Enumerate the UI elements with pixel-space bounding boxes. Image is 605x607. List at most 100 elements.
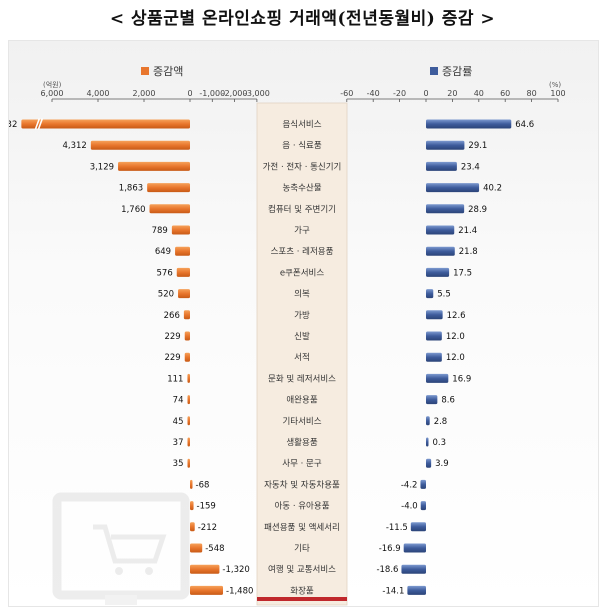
amount-bar: [184, 352, 190, 362]
rate-value-label: 3.9: [435, 459, 449, 469]
amount-bar: [147, 183, 190, 193]
amount-value-label: 35: [173, 459, 184, 469]
amount-value-label: 4,312: [62, 141, 86, 151]
left-axis-tick-label: -2,000: [222, 89, 248, 98]
amount-value-label: 266: [164, 311, 180, 321]
legend-label-amount: 증감액: [153, 65, 183, 78]
amount-value-label: 37: [173, 438, 184, 448]
rate-value-label: 12.0: [446, 353, 465, 363]
amount-bar: [187, 416, 190, 426]
rate-bar: [426, 225, 455, 235]
chart-svg: 6,000 4,000 2,000 0 -1,000-2,000-3,000 (억원) -6…: [9, 65, 566, 606]
rate-value-label: -11.5: [386, 523, 408, 533]
rate-bar: [426, 246, 455, 256]
rate-value-label: -16.9: [379, 544, 401, 554]
amount-bar: [187, 373, 190, 383]
category-column-accent: [257, 597, 347, 601]
right-axis-tick-label: 40: [474, 89, 484, 98]
rate-bar: [426, 395, 438, 405]
category-label: 가전 · 전자 · 통신기기: [263, 161, 342, 172]
amount-value-label: 74: [173, 396, 184, 406]
rate-bar: [426, 161, 457, 171]
category-label: 사무 · 문구: [282, 459, 322, 469]
category-label: 기타: [294, 544, 310, 554]
amount-value-label: -68: [196, 480, 210, 490]
category-label: 의복: [294, 289, 310, 300]
rate-value-label: -4.2: [401, 480, 418, 490]
category-label: 가구: [294, 226, 310, 236]
rate-bar: [426, 204, 465, 214]
category-label: 가방: [294, 310, 310, 321]
rate-bar: [420, 501, 426, 511]
category-label: 농축수산물: [282, 183, 321, 194]
amount-value-label: -1,320: [222, 565, 249, 575]
left-axis-tick-label: 6,000: [41, 89, 64, 98]
legend-swatch-amount: [141, 67, 149, 75]
rate-bar: [426, 416, 430, 426]
amount-bar: [190, 585, 224, 595]
amount-bar: [187, 437, 190, 447]
category-label: 아동 · 유아용품: [274, 501, 329, 512]
right-axis-tick-label: -20: [393, 89, 406, 98]
category-label: 여행 및 교통서비스: [268, 564, 336, 575]
category-label: e쿠폰서비스: [280, 268, 325, 278]
rate-value-label: 16.9: [452, 374, 471, 384]
rate-bar: [426, 373, 449, 383]
amount-value-label: 111: [167, 374, 183, 384]
rate-value-label: 5.5: [437, 290, 451, 300]
amount-bar: [187, 395, 190, 405]
right-axis-unit: (%): [549, 81, 561, 89]
category-label: 음식서비스: [282, 120, 321, 130]
amount-bar: [190, 501, 194, 511]
left-axis-tick-label: -1,000: [199, 89, 225, 98]
category-label: 음 · 식료품: [282, 141, 322, 151]
rate-value-label: -4.0: [401, 502, 418, 512]
amount-bar: [118, 161, 190, 171]
amount-bar: [21, 119, 191, 129]
amount-value-label: 520: [158, 290, 174, 300]
left-axis-tick-label: -3,000: [244, 89, 270, 98]
amount-bar: [190, 543, 203, 553]
right-axis-tick-label: 100: [550, 89, 565, 98]
rate-bar: [401, 564, 426, 574]
rate-bar: [426, 331, 442, 341]
chart-panel: 6,000 4,000 2,000 0 -1,000 -2,000 -3,000 (억원) -6…: [8, 40, 599, 607]
rate-value-label: 12.0: [446, 332, 465, 342]
rate-value-label: 23.4: [461, 162, 480, 172]
right-axis-tick-label: 0: [423, 89, 428, 98]
right-axis-tick-label: -40: [367, 89, 380, 98]
legend-label-rate: 증감률: [442, 65, 472, 78]
rate-value-label: 8.6: [441, 396, 455, 406]
amount-bar: [190, 522, 195, 532]
rate-bar: [426, 267, 450, 277]
amount-value-label: 576: [157, 268, 173, 278]
right-axis-tick-label: 60: [500, 89, 510, 98]
rate-bar: [426, 289, 434, 299]
amount-value-label: -1,480: [226, 586, 253, 596]
rate-value-label: 28.9: [468, 205, 487, 215]
rate-bar: [426, 437, 429, 447]
amount-value-label: 229: [164, 353, 180, 363]
axis-break-marker: [34, 118, 44, 130]
category-label: 문화 및 레저서비스: [268, 373, 336, 384]
category-label: 생활용품: [286, 437, 317, 448]
rate-value-label: 21.8: [459, 247, 478, 257]
amount-value-label: 3,129: [90, 162, 114, 172]
amount-value-label: 1,863: [119, 184, 143, 194]
category-column: [256, 102, 348, 606]
right-axis-tick-label: 80: [527, 89, 537, 98]
amount-value-label: 229: [164, 332, 180, 342]
rate-bar: [407, 585, 426, 595]
rate-value-label: 21.4: [458, 226, 477, 236]
amount-value-label: -548: [205, 544, 224, 554]
rate-bar: [420, 479, 426, 489]
rate-bar: [426, 119, 512, 129]
rate-value-label: 2.8: [434, 417, 448, 427]
rate-value-label: 17.5: [453, 268, 472, 278]
rate-value-label: 40.2: [483, 184, 502, 194]
amount-bar: [171, 225, 190, 235]
amount-bar: [175, 246, 190, 256]
rate-bar: [426, 183, 480, 193]
category-label: 기타서비스: [282, 417, 321, 427]
rate-value-label: -18.6: [376, 565, 398, 575]
